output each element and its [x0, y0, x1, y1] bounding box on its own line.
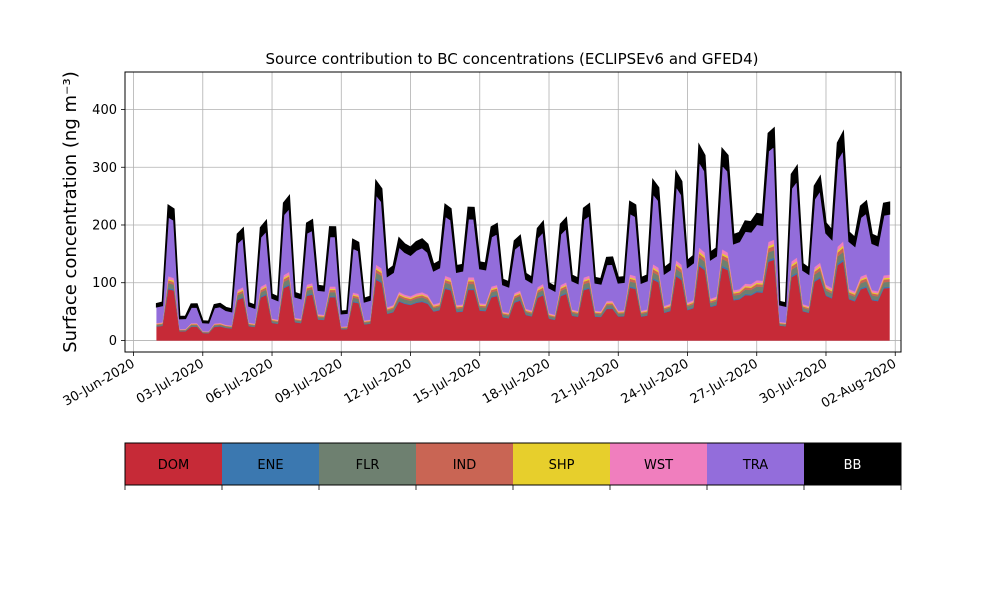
x-axis: 30-Jun-202003-Jul-202006-Jul-202009-Jul-…: [61, 352, 899, 412]
x-tick-label-4: 12-Jul-2020: [342, 356, 415, 407]
y-axis-label: Surface concentration (ng m⁻³): [60, 71, 81, 353]
x-tick-label-7: 21-Jul-2020: [549, 356, 622, 407]
y-axis: 0 100 200 300 400: [92, 103, 125, 349]
y-tick-label-4: 400: [92, 103, 117, 118]
legend-swatch-flr: [319, 443, 416, 485]
legend-label-tra: TRA: [742, 458, 768, 473]
x-tick-label-11: 02-Aug-2020: [819, 356, 899, 411]
y-tick-label-0: 0: [109, 334, 117, 349]
legend-swatch-ind: [416, 443, 513, 485]
x-tick-label-0: 30-Jun-2020: [61, 356, 138, 409]
stacked-areas: [155, 126, 891, 341]
legend-label-dom: DOM: [158, 458, 189, 473]
y-tick-label-2: 200: [92, 218, 117, 233]
legend-label-ind: IND: [453, 458, 477, 473]
x-tick-label-3: 09-Jul-2020: [272, 356, 345, 407]
area-bb: [155, 126, 891, 324]
legend-label-wst: WST: [644, 458, 673, 473]
legend-swatch-tra: [707, 443, 804, 485]
legend-swatch-ene: [222, 443, 319, 485]
legend-swatch-bb: [804, 443, 901, 485]
legend-label-flr: FLR: [356, 458, 380, 473]
legend-label-ene: ENE: [257, 458, 283, 473]
legend-swatch-wst: [610, 443, 707, 485]
legend: DOM ENE FLR IND SHP WST TRA BB: [124, 442, 902, 490]
legend-swatch-shp: [513, 443, 610, 485]
x-tick-label-1: 03-Jul-2020: [134, 356, 207, 407]
x-tick-label-2: 06-Jul-2020: [203, 356, 276, 407]
chart-title: Source contribution to BC concentrations…: [265, 50, 758, 68]
legend-label-shp: SHP: [549, 458, 575, 473]
x-tick-label-5: 15-Jul-2020: [411, 356, 484, 407]
y-tick-label-3: 300: [92, 161, 117, 176]
x-tick-label-8: 24-Jul-2020: [619, 356, 692, 407]
x-tick-label-9: 27-Jul-2020: [688, 356, 761, 407]
legend-swatch-dom: [125, 443, 222, 485]
plot-frame: [124, 71, 902, 353]
y-tick-label-1: 100: [92, 276, 117, 291]
legend-label-bb: BB: [844, 458, 862, 473]
x-tick-label-6: 18-Jul-2020: [480, 356, 553, 407]
